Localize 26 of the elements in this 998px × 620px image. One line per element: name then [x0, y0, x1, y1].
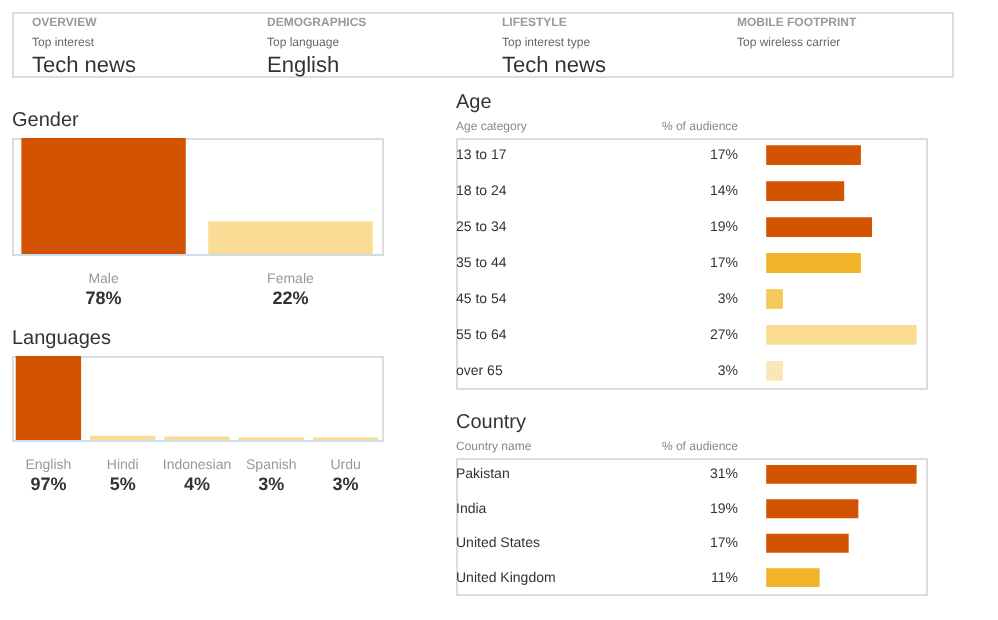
data-label: 5%	[109, 474, 136, 494]
data-label: 3%	[258, 474, 285, 494]
bar	[766, 325, 917, 345]
bar	[766, 464, 917, 484]
bar	[766, 217, 873, 237]
bar	[766, 145, 861, 165]
text: English	[267, 54, 340, 78]
text: Country	[456, 412, 527, 434]
bar	[766, 533, 849, 553]
bar	[766, 361, 783, 381]
data-label: 4%	[183, 474, 211, 494]
data-label: 97%	[30, 474, 67, 494]
bar	[766, 253, 861, 273]
bar	[15, 356, 82, 440]
bar	[766, 499, 859, 519]
text: Age	[456, 92, 493, 114]
data-label: 3%	[332, 474, 359, 494]
text: Tech news	[32, 54, 137, 78]
data-label: 22%	[272, 288, 309, 308]
chart-title: Languages	[12, 328, 111, 350]
chart-title: Gender	[12, 110, 81, 132]
bar	[766, 289, 783, 309]
bar	[766, 568, 820, 588]
text: Tech news	[502, 54, 607, 78]
data-label: 78%	[85, 288, 122, 308]
bar	[766, 181, 845, 201]
